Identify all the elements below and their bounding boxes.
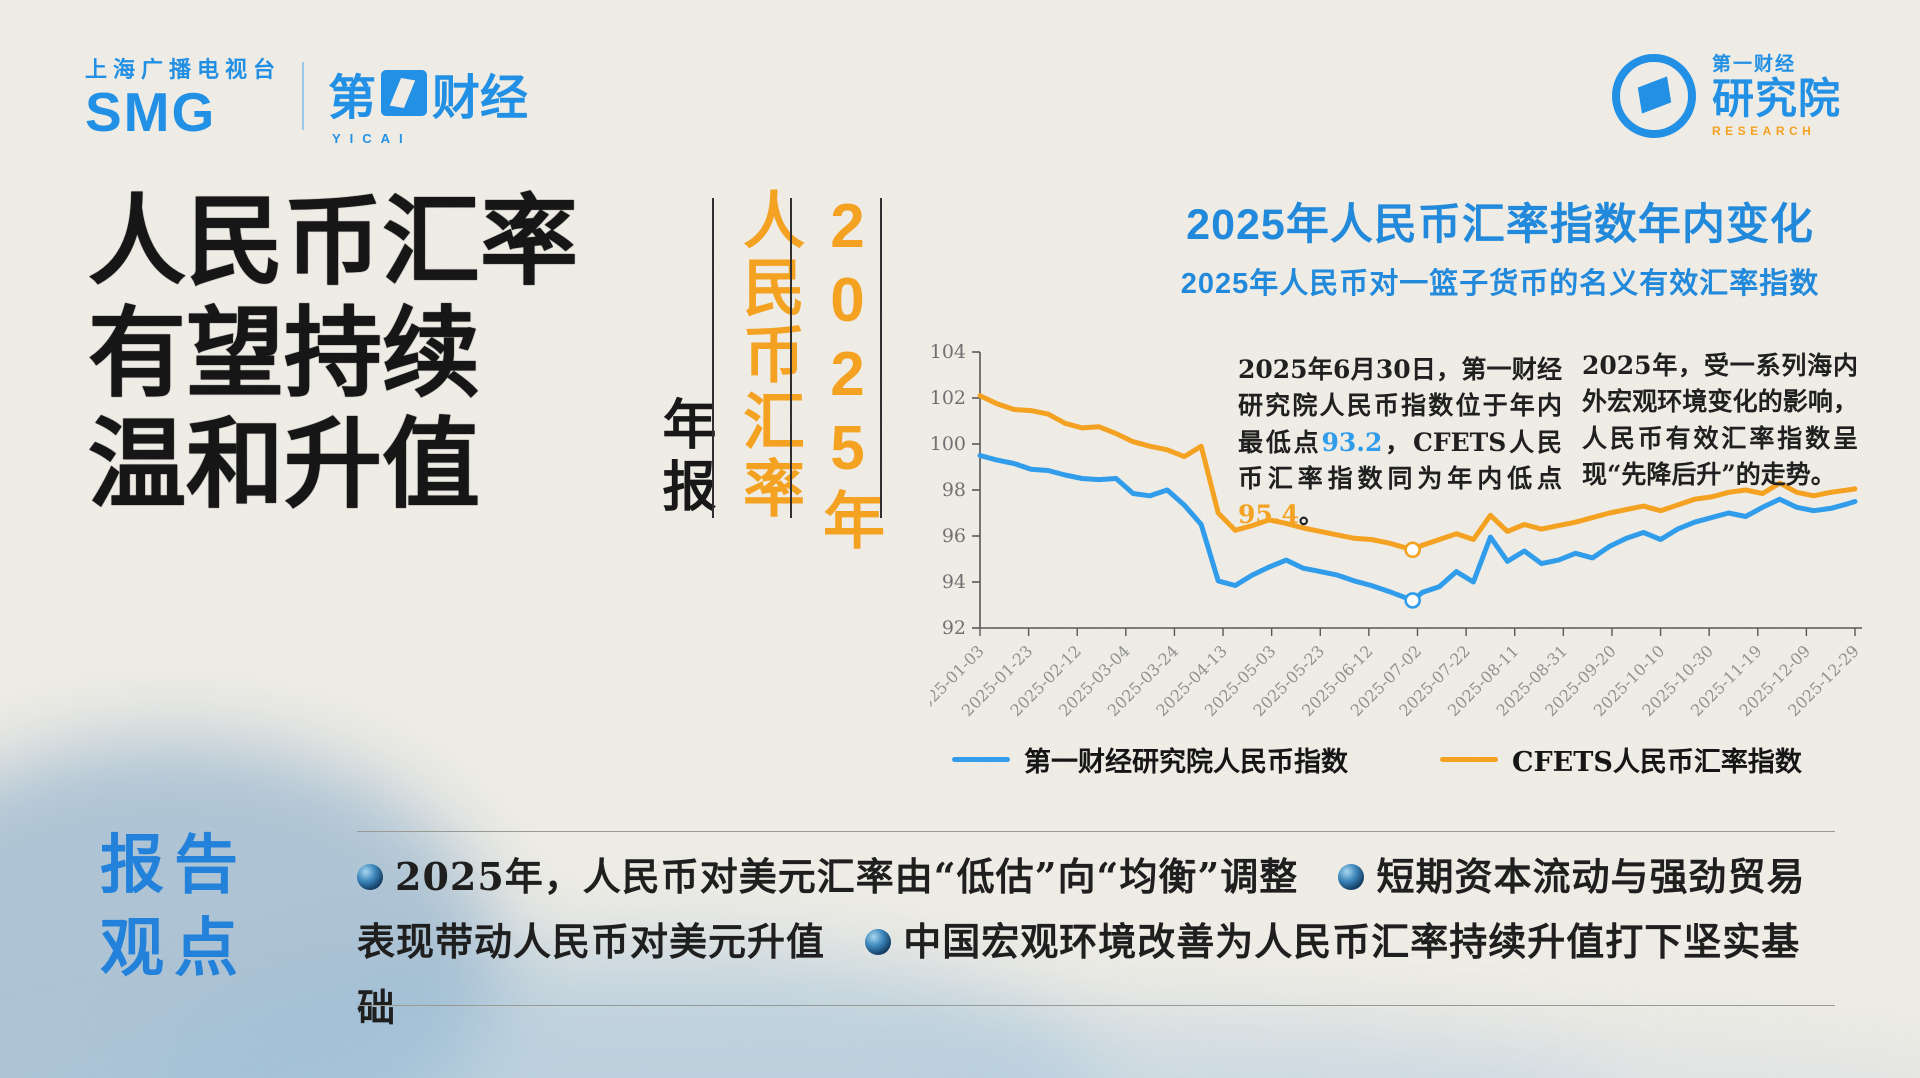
main-title-line1: 人民币汇率 <box>88 186 579 296</box>
yicai-research-logo: 第一财经 研究院 RESEARCH <box>1608 50 1841 142</box>
yicai-chars-right: 财经 <box>432 72 529 125</box>
viewpoints-label: 报告 观点 <box>100 824 248 990</box>
smg-logo: 上海广播电视台 SMG <box>85 52 281 140</box>
svg-text:100: 100 <box>930 433 966 455</box>
research-main-label: 研究院 <box>1712 75 1842 122</box>
legend-line-orange <box>1440 757 1498 762</box>
legend-item-yicai-index: 第一财经研究院人民币指数 <box>952 740 1348 779</box>
chart-note-right: 2025年，受一系列海内外宏观环境变化的影响，人民币有效汇率指数呈现“先降后升”… <box>1582 351 1858 489</box>
main-title: 人民币汇率 有望持续 温和升值 <box>88 186 578 521</box>
research-top-label: 第一财经 <box>1712 54 1797 75</box>
viewpoint-item-text: 2025年，人民币对美元汇率由“低估”向“均衡”调整 <box>395 854 1299 899</box>
svg-text:102: 102 <box>930 387 966 409</box>
viewpoint-item: 2025年，人民币对美元汇率由“低估”向“均衡”调整 <box>357 854 1298 899</box>
main-title-line3: 温和升值 <box>88 409 481 520</box>
legend-item-cfets-index: CFETS人民币汇率指数 <box>1440 740 1802 779</box>
smg-chinese-name: 上海广播电视台 <box>85 57 282 82</box>
yicai-wordmark-en: YICAI <box>332 131 412 146</box>
svg-text:98: 98 <box>942 479 966 501</box>
viewpoints-text: 2025年，人民币对美元汇率由“低估”向“均衡”调整 短期资本流动与强劲贸易表现… <box>357 844 1837 1040</box>
svg-text:94: 94 <box>942 571 966 593</box>
yicai-logo: 第 财经 YICAI <box>328 58 528 146</box>
legend-label-cfets-index: CFETS人民币汇率指数 <box>1512 747 1802 778</box>
legend-line-blue <box>952 757 1010 762</box>
svg-text:96: 96 <box>942 525 966 547</box>
vertical-divider <box>712 198 714 518</box>
bullet-icon <box>1338 864 1365 890</box>
bullet-icon <box>357 864 383 890</box>
viewpoints-label-line1: 报告 <box>100 829 248 901</box>
svg-text:104: 104 <box>930 341 966 363</box>
vertical-divider <box>880 198 882 518</box>
research-en-label: RESEARCH <box>1712 124 1816 138</box>
yicai-char-left: 第 <box>328 72 377 125</box>
research-circle-icon <box>1612 54 1696 138</box>
smg-wordmark: SMG <box>85 81 217 143</box>
header-divider <box>302 62 304 130</box>
viewpoints-bottom-rule <box>357 1005 1835 1006</box>
vertical-title-year: 2025年 <box>813 192 882 555</box>
chart-title: 2025年人民币汇率指数年内变化 <box>1186 201 1814 249</box>
main-title-line2: 有望持续 <box>88 297 481 408</box>
vertical-title-rmb: 人民币汇率 <box>733 188 802 523</box>
chart-legend: 第一财经研究院人民币指数 CFETS人民币汇率指数 <box>930 740 1890 779</box>
viewpoints-top-rule <box>357 831 1835 832</box>
watercolor-blob <box>900 1035 1920 1078</box>
chart-subtitle: 2025年人民币对一篮子货币的名义有效汇率指数 <box>1180 268 1820 300</box>
yicai-one-icon <box>381 70 428 116</box>
vertical-divider <box>790 198 792 518</box>
chart-header: 2025年人民币汇率指数年内变化 2025年人民币对一篮子货币的名义有效汇率指数 <box>1180 190 1820 302</box>
viewpoints-label-line2: 观点 <box>100 912 248 985</box>
chart-note-left: 2025年6月30日，第一财经研究院人民币指数位于年内最低点93.2，CFETS… <box>1238 355 1562 529</box>
svg-text:92: 92 <box>942 617 966 639</box>
bullet-icon <box>865 929 892 956</box>
legend-label-yicai-index: 第一财经研究院人民币指数 <box>1024 747 1348 778</box>
